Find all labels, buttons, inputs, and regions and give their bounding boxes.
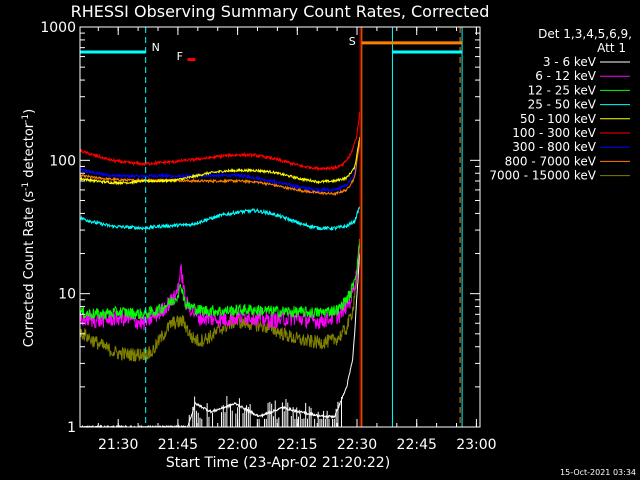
y-axis-ticks: 1 10 100 1000 (40, 20, 480, 436)
y-axis-label-main: Corrected Count Rate (s (22, 191, 37, 348)
series-line-6-12-kev (79, 247, 361, 331)
y-axis-label-mid: detector (22, 122, 37, 182)
series-line-25-50-kev (79, 206, 361, 231)
series-line-800-7000-kev (79, 140, 361, 197)
legend-label: 300 - 800 keV (512, 140, 596, 154)
y-axis-label: Corrected Count Rate (s-1 detector-1) (21, 109, 37, 347)
timestamp: 15-Oct-2021 03:34 (560, 468, 636, 477)
x-tick-label: 21:30 (98, 437, 138, 453)
x-tick-label: 22:30 (337, 437, 377, 453)
series-line-50-100-kev (79, 136, 361, 186)
legend-label: 6 - 12 keV (535, 69, 597, 83)
legend-title-line2: Att 1 (597, 41, 626, 55)
y-tick-label: 100 (49, 153, 76, 169)
y-axis-label-end: ) (22, 109, 37, 114)
annotation-f: F (177, 50, 183, 63)
legend-label: 7000 - 15000 keV (489, 169, 596, 183)
legend-title-line1: Det 1,3,4,5,6,9, (538, 27, 632, 41)
annotation-n: N (152, 41, 160, 54)
x-tick-label: 21:45 (158, 437, 198, 453)
chart-title: RHESSI Observing Summary Count Rates, Co… (71, 2, 490, 21)
annotation-s: S (349, 35, 356, 48)
legend-label: 50 - 100 keV (520, 112, 597, 126)
x-tick-label: 22:15 (277, 437, 317, 453)
x-axis-ticks: 21:30 21:45 22:00 22:15 22:30 22:45 23:00 (97, 27, 497, 453)
legend-label: 25 - 50 keV (528, 98, 597, 112)
legend-label: 12 - 25 keV (528, 83, 597, 97)
series-line-7000-15000-kev (79, 238, 361, 363)
y-axis-label-sup2: -1 (21, 114, 31, 123)
y-tick-label: 10 (58, 287, 76, 303)
plot-frame (79, 26, 481, 428)
y-axis-label-sup1: -1 (21, 182, 31, 191)
x-tick-label: 22:45 (397, 437, 437, 453)
y-tick-label: 1 (67, 420, 76, 436)
y-tick-label: 1000 (40, 20, 76, 36)
x-axis-label: Start Time (23-Apr-02 21:20:22) (166, 455, 390, 471)
legend-label: 100 - 300 keV (512, 126, 596, 140)
legend-label: 800 - 7000 keV (505, 154, 597, 168)
x-tick-label: 23:00 (456, 437, 496, 453)
series-line-12-25-kev (79, 242, 361, 320)
x-tick-label: 22:00 (217, 437, 257, 453)
legend-label: 3 - 6 keV (543, 55, 597, 69)
series-line-100-300-kev (79, 112, 361, 172)
